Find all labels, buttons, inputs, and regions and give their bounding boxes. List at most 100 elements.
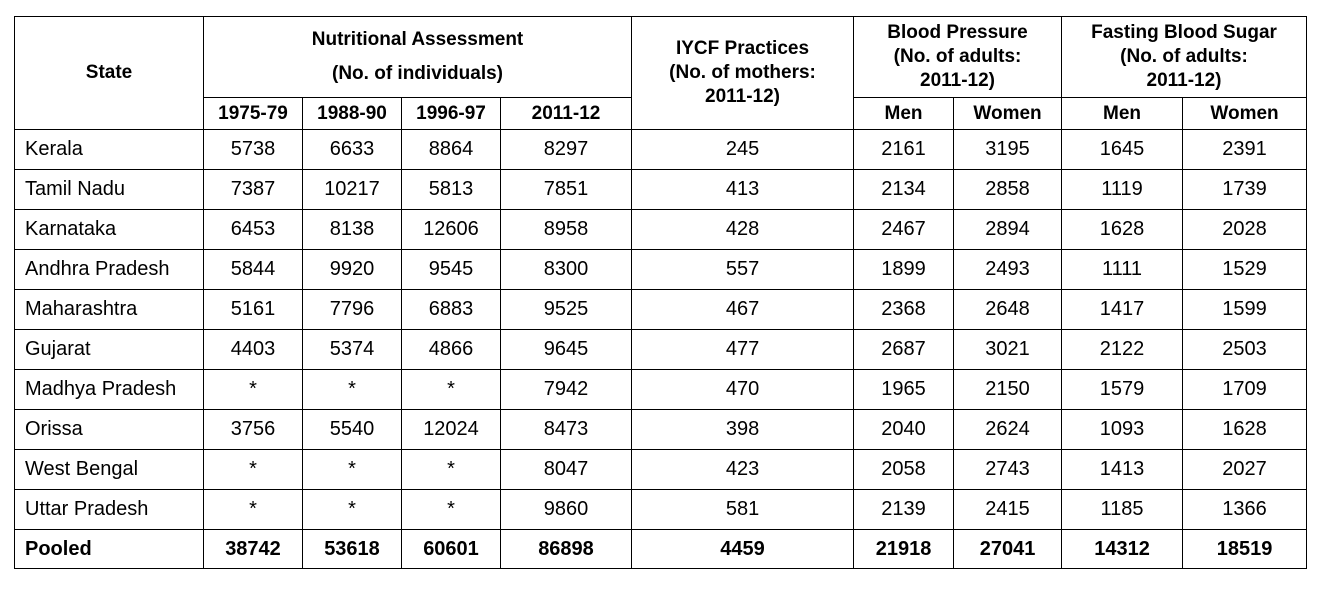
header-bp-line2: (No. of adults: [893, 46, 1022, 67]
table-body: Kerala 5738 6633 8864 8297 245 2161 3195 1645 239… [14, 129, 1308, 569]
cell-value: 7387 [203, 169, 303, 210]
header-nutritional-assessment: Nutritional Assessment (No. of individua… [202, 16, 633, 98]
cell-value: 1529 [1182, 249, 1308, 290]
header-fbs-line1: Fasting Blood Sugar [1091, 22, 1277, 43]
cell-value: 1645 [1061, 129, 1184, 170]
header-state: State [14, 16, 204, 130]
cell-value: 6633 [302, 129, 402, 170]
header-fbs-line3: 2011-12) [1146, 70, 1222, 91]
cell-value: 2503 [1182, 329, 1308, 370]
header-iycf-practices: IYCF Practices (No. of mothers: 2011-12) [631, 16, 855, 130]
cell-value: 1185 [1061, 489, 1184, 530]
header-fbs-men: Men [1061, 97, 1184, 130]
cell-value: 1111 [1061, 249, 1184, 290]
cell-value: * [401, 489, 501, 530]
cell-value: 27041 [953, 529, 1063, 569]
header-year-1975-79: 1975-79 [203, 97, 303, 130]
cell-value: 60601 [401, 529, 501, 569]
cell-state: Andhra Pradesh [14, 249, 204, 290]
table-row: Gujarat 4403 5374 4866 9645 477 2687 3021 2122 25… [14, 329, 1308, 370]
cell-value: 14312 [1061, 529, 1184, 569]
cell-value: 6453 [203, 209, 303, 250]
cell-state: Orissa [14, 409, 204, 450]
data-table: State Nutritional Assessment (No. of ind… [14, 16, 1308, 569]
cell-value: * [203, 489, 303, 530]
cell-value: 9860 [499, 489, 633, 530]
header-year-1988-90: 1988-90 [302, 97, 402, 130]
cell-value: 18519 [1182, 529, 1308, 569]
header-blood-pressure: Blood Pressure (No. of adults: 2011-12) [853, 16, 1063, 98]
cell-value: 2415 [953, 489, 1063, 530]
cell-value: 6883 [401, 289, 501, 330]
cell-value: 8297 [499, 129, 633, 170]
cell-value: * [401, 369, 501, 410]
cell-state: Madhya Pradesh [14, 369, 204, 410]
table-row: Madhya Pradesh * * * 7942 470 1965 2150 1579 1709 [14, 369, 1308, 410]
cell-value: 2122 [1061, 329, 1184, 370]
cell-value: 8473 [499, 409, 633, 450]
cell-value: 2027 [1182, 449, 1308, 490]
cell-value: 5844 [203, 249, 303, 290]
table-row: Kerala 5738 6633 8864 8297 245 2161 3195 1645 239… [14, 129, 1308, 170]
cell-value: 245 [631, 129, 855, 170]
cell-value: 2368 [853, 289, 955, 330]
header-bp-line3: 2011-12) [920, 70, 996, 91]
cell-value: 1417 [1061, 289, 1184, 330]
cell-value: 4866 [401, 329, 501, 370]
cell-value: 2858 [953, 169, 1063, 210]
header-fbs-line2: (No. of adults: [1120, 46, 1248, 67]
table-row: Maharashtra 5161 7796 6883 9525 467 2368 2648 14… [14, 289, 1308, 330]
cell-value: 8138 [302, 209, 402, 250]
header-bp-men: Men [853, 97, 955, 130]
cell-value: 2058 [853, 449, 955, 490]
cell-value: 8864 [401, 129, 501, 170]
cell-value: 4403 [203, 329, 303, 370]
cell-state: Maharashtra [14, 289, 204, 330]
cell-value: 428 [631, 209, 855, 250]
header-year-1996-97: 1996-97 [401, 97, 501, 130]
cell-value: 38742 [203, 529, 303, 569]
cell-state: Kerala [14, 129, 204, 170]
cell-value: 21918 [853, 529, 955, 569]
header-nutrition-line1: Nutritional Assessment [311, 29, 524, 50]
cell-value: 2894 [953, 209, 1063, 250]
cell-value: 10217 [302, 169, 402, 210]
cell-value: 2648 [953, 289, 1063, 330]
cell-value: 2743 [953, 449, 1063, 490]
cell-value: * [401, 449, 501, 490]
table-row: Tamil Nadu 7387 10217 5813 7851 413 2134 2858 11… [14, 169, 1308, 210]
table-row: Uttar Pradesh * * * 9860 581 2139 2415 1185 1366 [14, 489, 1308, 530]
cell-state: Uttar Pradesh [14, 489, 204, 530]
cell-value: 9920 [302, 249, 402, 290]
cell-value: 2028 [1182, 209, 1308, 250]
cell-value: 3756 [203, 409, 303, 450]
cell-value: * [203, 449, 303, 490]
cell-value: 7851 [499, 169, 633, 210]
cell-value: 7942 [499, 369, 633, 410]
cell-value: 12606 [401, 209, 501, 250]
cell-value: 1709 [1182, 369, 1308, 410]
table-row: West Bengal * * * 8047 423 2058 2743 1413 2027 [14, 449, 1308, 490]
cell-value: 3021 [953, 329, 1063, 370]
cell-value: 2040 [853, 409, 955, 450]
cell-value: 1899 [853, 249, 955, 290]
cell-value: 1628 [1061, 209, 1184, 250]
cell-value: 1119 [1061, 169, 1184, 210]
header-year-2011-12: 2011-12 [499, 97, 633, 130]
cell-value: 3195 [953, 129, 1063, 170]
cell-state: Gujarat [14, 329, 204, 370]
cell-value: 467 [631, 289, 855, 330]
cell-value: 9525 [499, 289, 633, 330]
cell-value: 581 [631, 489, 855, 530]
cell-value: 557 [631, 249, 855, 290]
cell-value: 9645 [499, 329, 633, 370]
cell-value: 2467 [853, 209, 955, 250]
cell-value: 1366 [1182, 489, 1308, 530]
cell-value: 5374 [302, 329, 402, 370]
header-fasting-blood-sugar: Fasting Blood Sugar (No. of adults: 2011… [1061, 16, 1308, 98]
cell-value: 2493 [953, 249, 1063, 290]
table-row: Andhra Pradesh 5844 9920 9545 8300 557 1899 249… [14, 249, 1308, 290]
cell-value: 2161 [853, 129, 955, 170]
table-row: Karnataka 6453 8138 12606 8958 428 2467 2894 162… [14, 209, 1308, 250]
header-iycf-line2: (No. of mothers: [669, 62, 816, 83]
